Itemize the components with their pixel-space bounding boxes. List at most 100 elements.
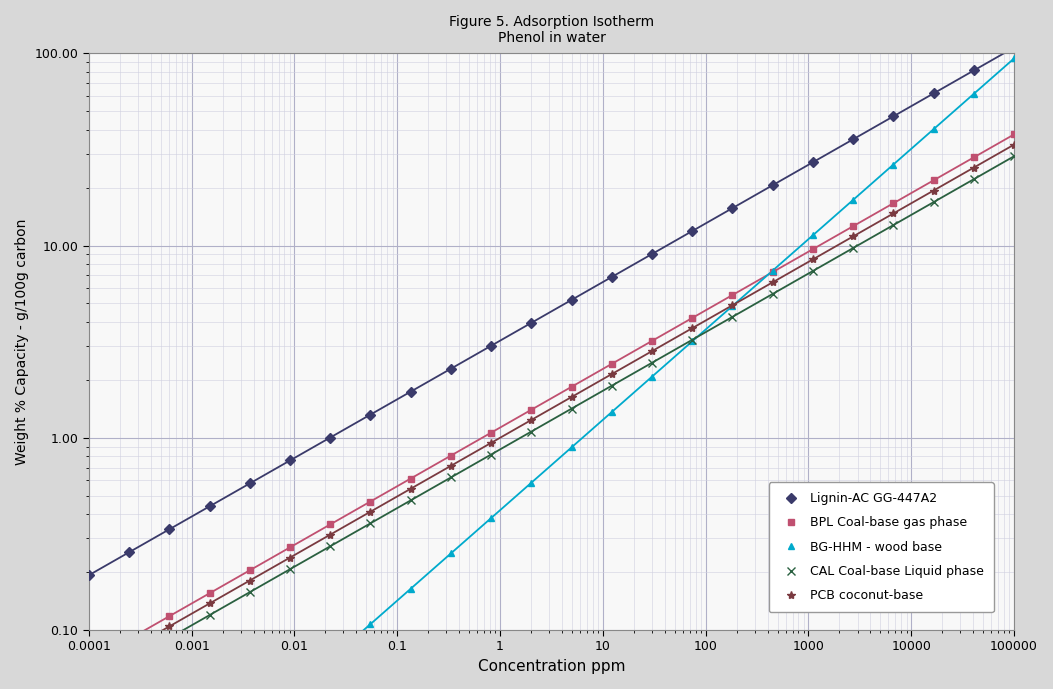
Lignin-AC GG-447A2 — [565, 296, 578, 304]
CAL Coal-base Liquid phase — [404, 496, 417, 504]
BG-HHM - wood base — [525, 479, 538, 487]
CAL Coal-base Liquid phase — [928, 198, 940, 206]
BG-HHM - wood base — [364, 620, 377, 628]
CAL Coal-base Liquid phase — [727, 313, 739, 321]
Lignin-AC GG-447A2 — [887, 112, 899, 121]
BPL Coal-base gas phase — [807, 245, 819, 254]
BPL Coal-base gas phase — [928, 176, 940, 185]
Lignin-AC GG-447A2 — [847, 135, 859, 143]
Line: Lignin-AC GG-447A2: Lignin-AC GG-447A2 — [85, 67, 977, 579]
CAL Coal-base Liquid phase — [887, 221, 899, 229]
BG-HHM - wood base — [605, 408, 618, 416]
BG-HHM - wood base — [484, 514, 497, 522]
PCB coconut-base — [727, 301, 739, 309]
BPL Coal-base gas phase — [203, 589, 216, 597]
Lignin-AC GG-447A2 — [364, 411, 377, 419]
BPL Coal-base gas phase — [163, 612, 176, 620]
Lignin-AC GG-447A2 — [203, 502, 216, 511]
Lignin-AC GG-447A2 — [484, 342, 497, 350]
BPL Coal-base gas phase — [968, 153, 980, 161]
Legend: Lignin-AC GG-447A2, BPL Coal-base gas phase, BG-HHM - wood base, CAL Coal-base L: Lignin-AC GG-447A2, BPL Coal-base gas ph… — [769, 482, 994, 613]
CAL Coal-base Liquid phase — [484, 451, 497, 459]
Line: BG-HHM - wood base: BG-HHM - wood base — [366, 55, 1017, 628]
BPL Coal-base gas phase — [565, 382, 578, 391]
BPL Coal-base gas phase — [444, 451, 457, 460]
BG-HHM - wood base — [565, 443, 578, 451]
Lignin-AC GG-447A2 — [324, 433, 337, 442]
BG-HHM - wood base — [847, 196, 859, 204]
CAL Coal-base Liquid phase — [203, 611, 216, 619]
PCB coconut-base — [686, 324, 698, 332]
CAL Coal-base Liquid phase — [847, 244, 859, 252]
BG-HHM - wood base — [1008, 54, 1020, 63]
BPL Coal-base gas phase — [484, 429, 497, 437]
Lignin-AC GG-447A2 — [645, 250, 658, 258]
CAL Coal-base Liquid phase — [686, 336, 698, 344]
Lignin-AC GG-447A2 — [727, 204, 739, 212]
PCB coconut-base — [565, 393, 578, 401]
PCB coconut-base — [767, 278, 779, 287]
CAL Coal-base Liquid phase — [364, 520, 377, 528]
PCB coconut-base — [807, 255, 819, 263]
BPL Coal-base gas phase — [645, 337, 658, 345]
BG-HHM - wood base — [404, 585, 417, 593]
CAL Coal-base Liquid phase — [968, 175, 980, 183]
BPL Coal-base gas phase — [525, 406, 538, 414]
CAL Coal-base Liquid phase — [767, 290, 779, 298]
PCB coconut-base — [203, 599, 216, 608]
BPL Coal-base gas phase — [243, 566, 256, 575]
PCB coconut-base — [404, 484, 417, 493]
Line: BPL Coal-base gas phase: BPL Coal-base gas phase — [165, 131, 1017, 619]
PCB coconut-base — [887, 209, 899, 218]
Title: Figure 5. Adsorption Isotherm
Phenol in water: Figure 5. Adsorption Isotherm Phenol in … — [449, 15, 654, 45]
BG-HHM - wood base — [807, 231, 819, 239]
PCB coconut-base — [928, 187, 940, 195]
Lignin-AC GG-447A2 — [686, 227, 698, 235]
CAL Coal-base Liquid phase — [605, 382, 618, 390]
BPL Coal-base gas phase — [686, 313, 698, 322]
PCB coconut-base — [163, 622, 176, 630]
Lignin-AC GG-447A2 — [767, 181, 779, 189]
Y-axis label: Weight % Capacity - g/100g carbon: Weight % Capacity - g/100g carbon — [15, 218, 29, 465]
CAL Coal-base Liquid phase — [283, 565, 296, 573]
Lignin-AC GG-447A2 — [444, 364, 457, 373]
Lignin-AC GG-447A2 — [928, 90, 940, 98]
Lignin-AC GG-447A2 — [968, 66, 980, 74]
PCB coconut-base — [605, 370, 618, 378]
CAL Coal-base Liquid phase — [1008, 152, 1020, 161]
Lignin-AC GG-447A2 — [283, 456, 296, 464]
CAL Coal-base Liquid phase — [324, 542, 337, 551]
BPL Coal-base gas phase — [605, 360, 618, 368]
PCB coconut-base — [968, 163, 980, 172]
BG-HHM - wood base — [444, 549, 457, 557]
PCB coconut-base — [283, 553, 296, 562]
Lignin-AC GG-447A2 — [163, 525, 176, 533]
PCB coconut-base — [645, 347, 658, 356]
CAL Coal-base Liquid phase — [807, 267, 819, 275]
PCB coconut-base — [444, 462, 457, 470]
PCB coconut-base — [847, 232, 859, 240]
BPL Coal-base gas phase — [324, 520, 337, 528]
Lignin-AC GG-447A2 — [404, 387, 417, 395]
PCB coconut-base — [484, 439, 497, 447]
X-axis label: Concentration ppm: Concentration ppm — [478, 659, 625, 674]
BG-HHM - wood base — [928, 125, 940, 133]
BPL Coal-base gas phase — [727, 291, 739, 299]
CAL Coal-base Liquid phase — [243, 588, 256, 596]
BPL Coal-base gas phase — [364, 497, 377, 506]
PCB coconut-base — [364, 508, 377, 516]
PCB coconut-base — [243, 577, 256, 585]
Lignin-AC GG-447A2 — [525, 319, 538, 327]
Lignin-AC GG-447A2 — [82, 571, 95, 579]
BG-HHM - wood base — [887, 161, 899, 169]
BG-HHM - wood base — [686, 337, 698, 345]
Lignin-AC GG-447A2 — [807, 158, 819, 166]
CAL Coal-base Liquid phase — [565, 404, 578, 413]
BG-HHM - wood base — [767, 267, 779, 275]
Lignin-AC GG-447A2 — [123, 548, 136, 557]
PCB coconut-base — [324, 531, 337, 539]
CAL Coal-base Liquid phase — [645, 358, 658, 367]
BG-HHM - wood base — [968, 90, 980, 98]
BPL Coal-base gas phase — [847, 222, 859, 230]
BG-HHM - wood base — [645, 373, 658, 381]
